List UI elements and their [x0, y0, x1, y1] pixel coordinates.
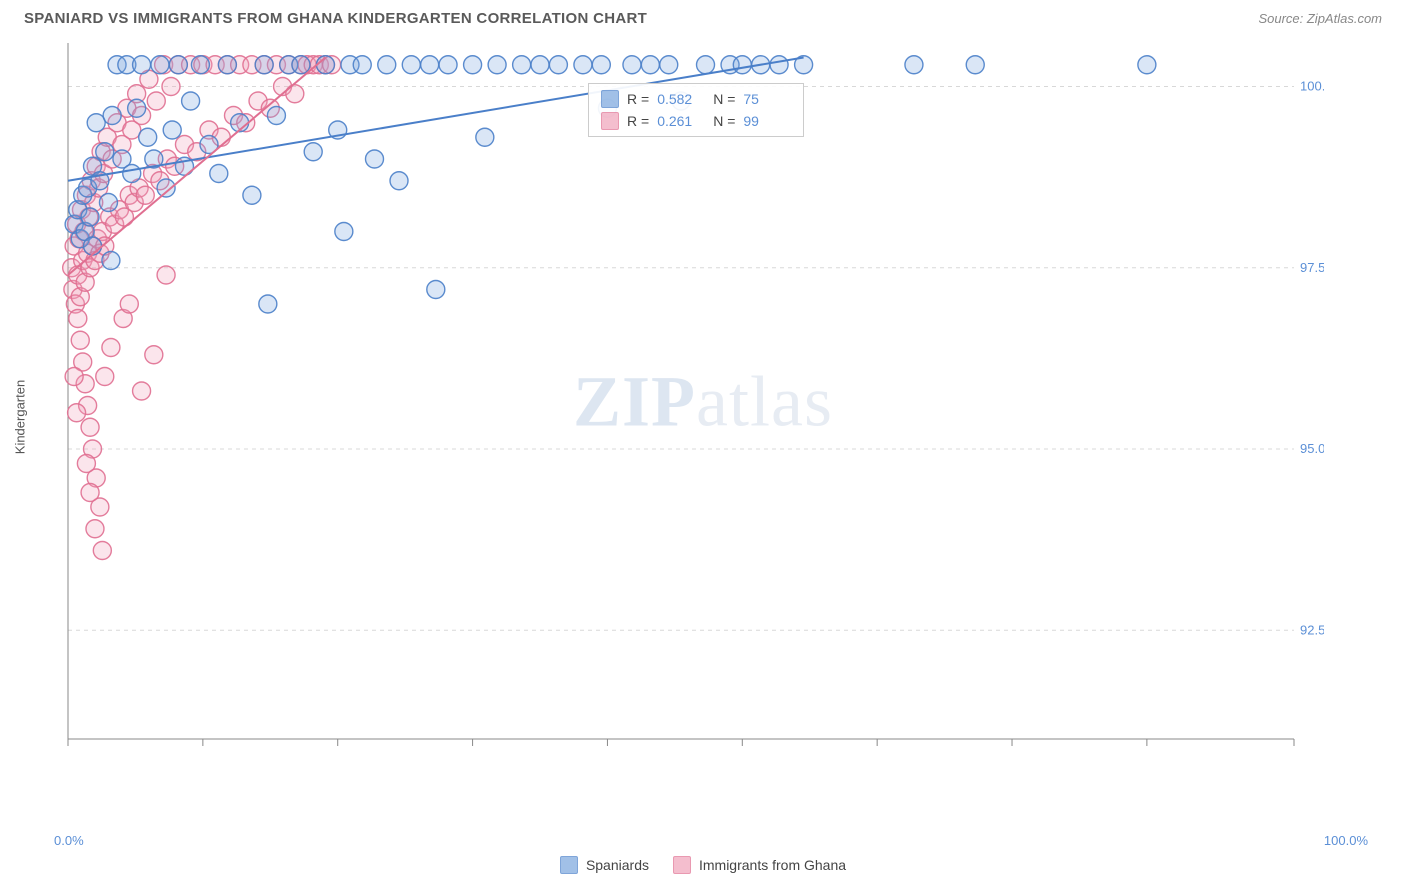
data-point: [96, 143, 114, 161]
stats-n-value: 75: [743, 91, 791, 107]
data-point: [335, 223, 353, 241]
legend-item-spaniards: Spaniards: [560, 856, 649, 874]
stats-r-value: 0.261: [657, 113, 705, 129]
data-point: [128, 99, 146, 117]
data-point: [151, 56, 169, 74]
x-max-label: 100.0%: [1324, 833, 1368, 848]
stats-n-label: N =: [713, 91, 735, 107]
data-point: [145, 346, 163, 364]
data-point: [390, 172, 408, 190]
data-point: [439, 56, 457, 74]
scatter-plot: 92.5% 95.0% 97.5% 100.0%: [24, 37, 1324, 797]
data-point: [68, 404, 86, 422]
data-point: [218, 56, 236, 74]
data-point: [353, 56, 371, 74]
data-point: [623, 56, 641, 74]
data-point: [378, 56, 396, 74]
data-point: [123, 165, 141, 183]
data-point: [102, 252, 120, 270]
stats-swatch: [601, 112, 619, 130]
data-point: [69, 310, 87, 328]
y-tick-label: 95.0%: [1300, 441, 1324, 456]
data-point: [210, 165, 228, 183]
y-tick-label: 92.5%: [1300, 622, 1324, 637]
bottom-legend: Spaniards Immigrants from Ghana: [0, 856, 1406, 874]
data-point: [169, 56, 187, 74]
data-point: [641, 56, 659, 74]
stats-r-label: R =: [627, 91, 649, 107]
legend-swatch-ghana: [673, 856, 691, 874]
chart-area: Kindergarten 92.5%95.0%97.5%100.0% ZIPat…: [24, 37, 1382, 797]
data-point: [259, 295, 277, 313]
x-min-label: 0.0%: [54, 833, 84, 848]
data-point: [697, 56, 715, 74]
stats-n-value: 99: [743, 113, 791, 129]
data-point: [476, 128, 494, 146]
data-point: [182, 92, 200, 110]
data-point: [660, 56, 678, 74]
data-point: [574, 56, 592, 74]
stats-row: R = 0.261 N = 99: [589, 110, 803, 132]
data-point: [733, 56, 751, 74]
data-point: [77, 455, 95, 473]
data-point: [770, 56, 788, 74]
chart-title: SPANIARD VS IMMIGRANTS FROM GHANA KINDER…: [24, 10, 647, 27]
data-point: [81, 418, 99, 436]
correlation-stats-box: R = 0.582 N = 75 R = 0.261 N = 99: [588, 83, 804, 137]
data-point: [421, 56, 439, 74]
y-tick-label: 100.0%: [1300, 79, 1324, 94]
source-label: Source: ZipAtlas.com: [1258, 11, 1382, 26]
legend-item-ghana: Immigrants from Ghana: [673, 856, 846, 874]
data-point: [531, 56, 549, 74]
data-point: [162, 78, 180, 96]
data-point: [402, 56, 420, 74]
data-point: [243, 186, 261, 204]
data-point: [1138, 56, 1156, 74]
stats-swatch: [601, 90, 619, 108]
data-point: [133, 382, 151, 400]
stats-r-label: R =: [627, 113, 649, 129]
legend-label-ghana: Immigrants from Ghana: [699, 857, 846, 873]
y-tick-label: 97.5%: [1300, 260, 1324, 275]
data-point: [84, 237, 102, 255]
x-axis-labels: 0.0% 100.0%: [54, 833, 1368, 848]
data-point: [93, 542, 111, 560]
data-point: [366, 150, 384, 168]
data-point: [267, 107, 285, 125]
data-point: [304, 143, 322, 161]
legend-label-spaniards: Spaniards: [586, 857, 649, 873]
data-point: [147, 92, 165, 110]
stats-row: R = 0.582 N = 75: [589, 88, 803, 110]
data-point: [99, 194, 117, 212]
data-point: [120, 295, 138, 313]
data-point: [103, 107, 121, 125]
data-point: [136, 186, 154, 204]
legend-swatch-spaniards: [560, 856, 578, 874]
data-point: [905, 56, 923, 74]
data-point: [163, 121, 181, 139]
data-point: [71, 331, 89, 349]
data-point: [464, 56, 482, 74]
data-point: [86, 520, 104, 538]
data-point: [133, 56, 151, 74]
data-point: [549, 56, 567, 74]
data-point: [592, 56, 610, 74]
data-point: [96, 368, 114, 386]
data-point: [427, 281, 445, 299]
data-point: [966, 56, 984, 74]
data-point: [255, 56, 273, 74]
data-point: [488, 56, 506, 74]
data-point: [81, 484, 99, 502]
data-point: [81, 208, 99, 226]
data-point: [65, 368, 83, 386]
y-axis-label: Kindergarten: [13, 380, 28, 454]
data-point: [102, 339, 120, 357]
stats-n-label: N =: [713, 113, 735, 129]
data-point: [191, 56, 209, 74]
data-point: [292, 56, 310, 74]
data-point: [513, 56, 531, 74]
stats-r-value: 0.582: [657, 91, 705, 107]
data-point: [139, 128, 157, 146]
data-point: [157, 266, 175, 284]
